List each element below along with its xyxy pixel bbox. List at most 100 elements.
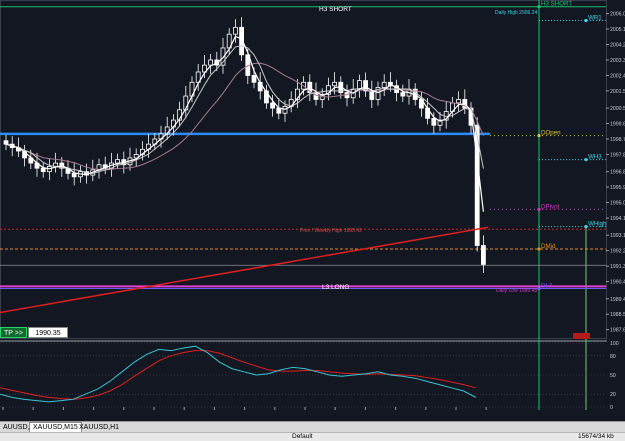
osc-tick-label: 100 — [610, 341, 619, 347]
ma-mid-line — [5, 45, 484, 174]
price-axis: 2006.0 2005.1 2004.2 2003.3 2002.4 2001.5 2000… — [606, 12, 625, 334]
ma-long-line — [0, 226, 489, 314]
price-panel-border — [0, 0, 607, 339]
level-dot-dl3 — [537, 286, 541, 291]
candle-body — [363, 80, 369, 92]
ma-slow-line — [5, 62, 484, 171]
candle-body — [239, 26, 245, 56]
candlestick-series — [3, 17, 486, 273]
level-label-dmid: DMid — [541, 243, 556, 250]
price-marker-box — [573, 333, 590, 339]
candle-body — [431, 117, 437, 126]
candle-body — [294, 88, 300, 100]
candle-body — [115, 159, 120, 164]
candle-body — [3, 140, 9, 145]
candle-body — [474, 124, 480, 246]
price-tick-label: 2006.0 — [610, 12, 625, 18]
price-tick-label: 1994.1 — [610, 216, 625, 222]
price-tick-label: 1991.3 — [610, 264, 625, 270]
osc-tick-label: 50 — [610, 373, 616, 379]
candle-body — [263, 90, 269, 104]
candle-body — [71, 172, 77, 178]
stoch-signal-line — [0, 350, 476, 400]
candle-body — [332, 81, 338, 87]
candle-body — [369, 90, 375, 100]
annotation-label: Daily Low 1989.48 — [496, 288, 537, 294]
level-dot-dpivot — [537, 207, 541, 212]
level-dot-dopen — [537, 133, 541, 138]
candle-body — [356, 80, 362, 90]
price-tick-label: 1988.5 — [610, 312, 625, 318]
ma-fast-line — [5, 35, 484, 212]
level-label-dopen: DOpen — [541, 130, 561, 137]
trading-chart[interactable]: H3 SHORT WR1 DOpen WH3 DPivot WHigh DMid DL3 Dai… — [0, 0, 625, 410]
stochastic-oscillator: 100 80 50 20 0 — [0, 341, 619, 410]
price-tick-label: 1992.2 — [610, 249, 625, 255]
level-dot-whigh — [584, 225, 588, 229]
candle-body — [437, 119, 443, 126]
tab-xauusd-m1[interactable]: AUUSD,M1 — [3, 424, 40, 431]
price-tick-label: 1998.7 — [610, 137, 625, 143]
level-dot-wh3 — [584, 158, 588, 162]
price-tick-label: 1990.4 — [610, 280, 625, 286]
annotation-label: Daily High 2006.24 — [495, 10, 537, 16]
time-axis: 22 Nov 202122 Nov 01:4522 Nov 02:4522 No… — [2, 407, 487, 410]
stoch-main-line — [0, 345, 477, 403]
level-dot-wr1 — [584, 18, 588, 23]
price-tick-label: 2001.5 — [610, 89, 625, 95]
level-label-whigh: WHigh — [588, 221, 607, 228]
osc-tick-label: 80 — [610, 354, 616, 360]
annotation-label: Prev / Weekly High 1993.42 — [300, 228, 362, 234]
take-profit-panel: TP >> 1990.35 — [0, 327, 68, 338]
price-tick-label: 2003.3 — [610, 58, 625, 64]
candle-body — [381, 81, 387, 88]
tab-xauusd-m15[interactable]: XAUUSD,M15 — [29, 422, 82, 432]
price-tick-label: 1996.8 — [610, 170, 625, 176]
candle-body — [325, 85, 331, 95]
price-tick-label: 1995.9 — [610, 185, 625, 191]
level-labels: H3 SHORT WR1 DOpen WH3 DPivot WHigh DMid DL3 Dai… — [300, 1, 607, 339]
candle-body — [480, 245, 486, 265]
tp-price-field[interactable]: 1990.35 — [28, 327, 68, 338]
price-tick-label: 2002.4 — [610, 73, 625, 79]
candle-body — [40, 167, 46, 173]
candle-body — [201, 64, 207, 73]
candle-body — [133, 154, 139, 159]
level-dot-dmid — [537, 247, 541, 251]
price-tick-label: 2000.5 — [610, 106, 625, 112]
price-level-lines — [0, 0, 606, 410]
candle-body — [220, 47, 226, 66]
moving-averages — [0, 35, 489, 314]
level-dot-h3 — [537, 5, 541, 9]
candle-body — [456, 99, 462, 104]
annotation-label: L3 LONG — [322, 284, 349, 291]
price-tick-label: 2004.2 — [610, 43, 625, 49]
osc-tick-label: 20 — [610, 392, 616, 398]
candle-body — [251, 75, 257, 83]
price-grid — [0, 0, 607, 342]
chart-tabs: AUUSD,M1 XAUUSD,M15 XAUUSD,H1 — [0, 421, 625, 433]
status-traffic: 15674/34 kb — [578, 433, 614, 440]
h3-short-label: H3 SHORT — [319, 6, 352, 13]
level-label-dpivot: DPivot — [541, 203, 560, 210]
price-tick-label: 1989.4 — [610, 297, 625, 303]
price-tick-label: 1995.0 — [610, 201, 625, 207]
candle-body — [270, 102, 276, 109]
tp-button[interactable]: TP >> — [0, 327, 27, 338]
level-label-wr1: WR1 — [588, 14, 602, 21]
price-tick-label: 1997.8 — [610, 152, 625, 158]
candle-body — [400, 92, 406, 97]
price-tick-label: 2005.1 — [610, 27, 625, 33]
candle-body — [214, 59, 220, 66]
level-label-dl3: DL3 — [541, 282, 553, 289]
status-bar: Default 15674/34 kb — [0, 432, 625, 441]
candle-body — [375, 87, 381, 100]
candle-body — [208, 59, 214, 66]
price-tick-label: 1999.6 — [610, 122, 625, 128]
tab-xauusd-h1[interactable]: XAUUSD,H1 — [79, 424, 120, 431]
candle-body — [232, 26, 238, 35]
price-tick-label: 1987.6 — [610, 328, 625, 334]
level-label-wh3: WH3 — [588, 154, 602, 161]
price-tick-label: 1993.1 — [610, 233, 625, 239]
level-label-h3: H3 SHORT — [541, 1, 572, 8]
